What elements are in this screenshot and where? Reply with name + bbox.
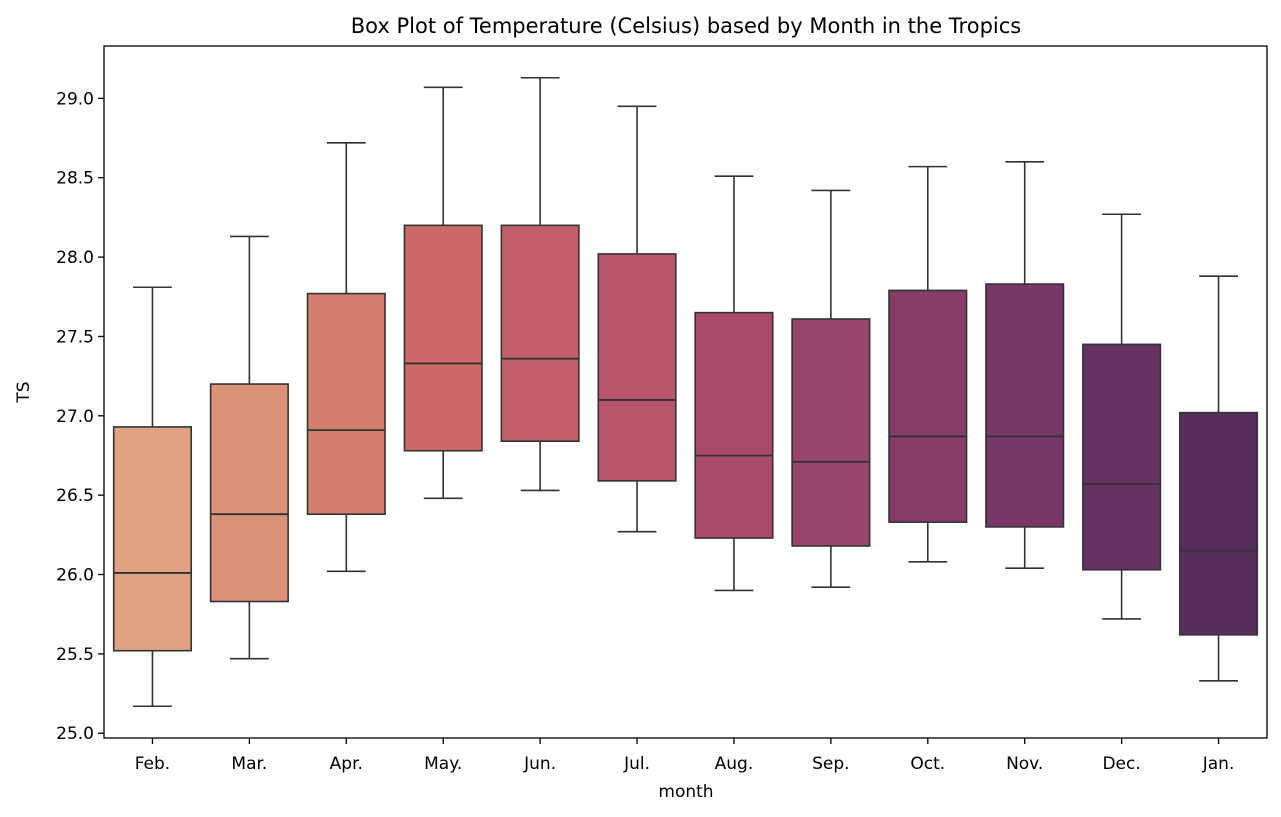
chart-title: Box Plot of Temperature (Celsius) based …: [351, 14, 1021, 38]
box-jun: [500, 76, 580, 492]
box-iqr: [694, 311, 774, 539]
box-nov: [985, 161, 1065, 569]
x-tick-label: May.: [424, 754, 462, 774]
x-tick-label: Sep.: [812, 754, 849, 774]
x-tick-label: Feb.: [135, 754, 171, 774]
box-iqr: [597, 253, 677, 482]
x-tick-label: Nov.: [1006, 754, 1043, 774]
y-tick-label: 28.5: [56, 169, 94, 189]
y-tick-label: 27.0: [56, 407, 94, 427]
box-may: [403, 86, 483, 500]
x-axis-ticks: Feb. Mar. Apr. May. Jun. Jul. Aug. Sep. Oct. Nov.…: [135, 738, 1235, 774]
x-axis-label: month: [658, 782, 713, 802]
x-tick-label: Jul.: [623, 754, 650, 774]
x-tick-label: Dec.: [1102, 754, 1140, 774]
y-tick-label: 27.5: [56, 327, 94, 347]
y-tick-label: 28.0: [56, 248, 94, 268]
y-axis-ticks: 25.0 25.5 26.0 26.5 27.0 27.5 28.0 28.5 29.0: [56, 89, 104, 744]
box-iqr: [888, 289, 968, 523]
box-oct: [888, 165, 968, 563]
box-apr: [306, 142, 386, 573]
box-jan: [1178, 275, 1259, 682]
box-aug: [694, 175, 774, 592]
box-feb: [112, 286, 193, 708]
box-iqr: [1082, 343, 1162, 571]
y-tick-label: 29.0: [56, 89, 94, 109]
plot-area-frame: [103, 45, 1268, 739]
box-sep: [791, 189, 871, 589]
box-iqr: [403, 224, 483, 452]
x-tick-label: Jun.: [523, 754, 556, 774]
box-iqr: [1178, 411, 1259, 636]
box-iqr: [209, 383, 289, 603]
y-tick-label: 25.5: [56, 645, 94, 665]
box-iqr: [500, 224, 580, 443]
y-tick-label: 26.0: [56, 566, 94, 586]
box-mar: [209, 235, 289, 660]
x-tick-label: Mar.: [231, 754, 267, 774]
boxes-group: [112, 76, 1259, 708]
x-tick-label: Apr.: [330, 754, 363, 774]
y-axis-label: TS: [14, 381, 34, 403]
box-iqr: [306, 292, 386, 516]
box-iqr: [985, 283, 1065, 528]
x-tick-label: Oct.: [910, 754, 945, 774]
x-tick-label: Jan.: [1202, 754, 1235, 774]
box-iqr: [791, 318, 871, 547]
y-tick-label: 25.0: [56, 724, 94, 744]
box-jul: [597, 105, 677, 533]
x-tick-label: Aug.: [715, 754, 754, 774]
box-dec: [1082, 213, 1162, 620]
box-iqr: [112, 426, 193, 652]
y-tick-label: 26.5: [56, 486, 94, 506]
